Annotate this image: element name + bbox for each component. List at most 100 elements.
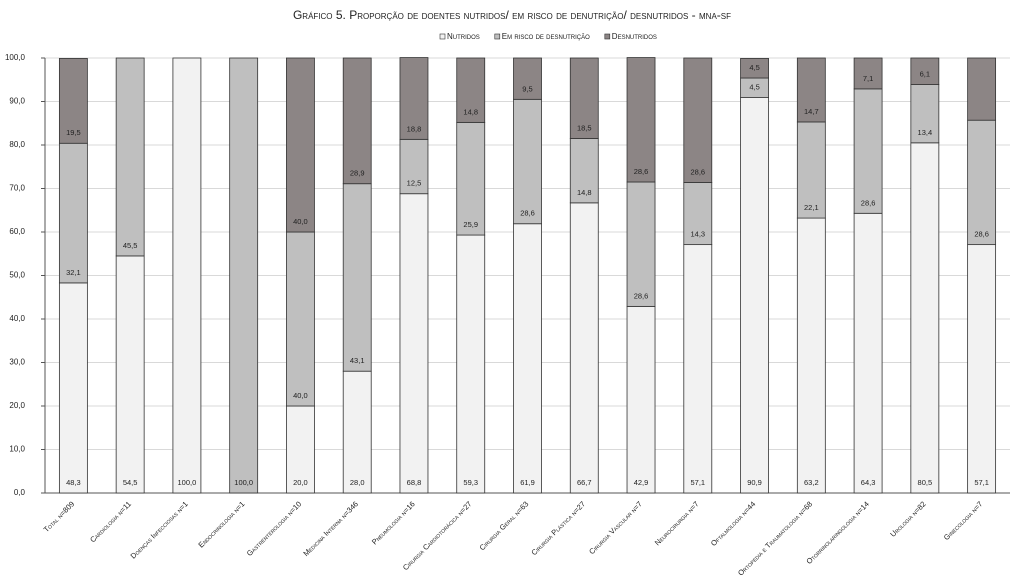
y-tick-label: 30,0 [9, 358, 25, 367]
bar-segment [853, 212, 883, 494]
y-tick-label: 20,0 [9, 401, 25, 410]
bar-segment [399, 57, 429, 140]
bar-segment [513, 57, 542, 100]
x-tick-label: Pneumologia n=16 [370, 499, 417, 546]
bar-segment [626, 57, 656, 183]
data-label: 18,8 [407, 124, 422, 133]
data-label: 54,5 [123, 478, 138, 487]
bar-segment [626, 181, 656, 307]
data-label: 61,9 [520, 478, 535, 487]
bar-segment [569, 57, 599, 139]
data-label: 90,9 [747, 478, 762, 487]
x-tick-label: Cirurgia Geral n=63 [478, 499, 531, 552]
bar-segment [456, 57, 486, 123]
bar-segment [342, 57, 372, 185]
bar-segment [58, 142, 88, 284]
bar-segment [172, 57, 202, 494]
y-tick-label: 100,0 [5, 53, 26, 62]
y-tick-label: 40,0 [9, 314, 25, 323]
bar-segment [286, 57, 315, 233]
bar-segment [569, 202, 599, 494]
data-label: 28,6 [861, 198, 876, 207]
data-label: 66,7 [577, 478, 592, 487]
bar-segment [513, 98, 542, 225]
legend-label: Em risco de desnutrição [502, 32, 590, 41]
y-tick-label: 90,0 [9, 97, 25, 106]
data-label: 59,3 [463, 478, 478, 487]
data-label: 25,9 [463, 220, 478, 229]
data-label: 28,9 [350, 169, 365, 178]
y-tick-label: 0,0 [14, 488, 26, 497]
data-label: 80,5 [918, 478, 933, 487]
bar-segment [569, 138, 599, 204]
data-label: 18,5 [577, 123, 592, 132]
data-label: 13,4 [918, 128, 933, 137]
bar-segment [229, 57, 259, 494]
x-tick-label: Otorrinolaringologia n=14 [804, 499, 870, 565]
bar-segment [286, 231, 315, 407]
data-label: 28,6 [974, 230, 989, 239]
data-label: 28,6 [690, 167, 705, 176]
bar-segment [58, 58, 88, 144]
bar-segment [967, 57, 997, 121]
data-label: 32,1 [66, 268, 81, 277]
bar-segment [853, 88, 883, 214]
bar-segment [58, 282, 88, 494]
data-label: 14,3 [690, 230, 705, 239]
data-label: 28,0 [350, 478, 365, 487]
x-tick-label: Endocrinologia n=1 [196, 499, 246, 549]
bar-segment [683, 244, 713, 494]
bar-segment [342, 183, 372, 372]
chart-title: Gráfico 5. Proporção de doentes nutridos… [293, 8, 731, 22]
data-label: 14,7 [804, 107, 819, 116]
x-tick-label: Total n=809 [42, 499, 77, 534]
data-label: 57,1 [974, 478, 989, 487]
bar-segment [853, 57, 883, 90]
x-tick-label: Cirurgia Plástica n=27 [529, 499, 587, 557]
bar-segment [796, 57, 826, 123]
bar-segment [513, 223, 542, 494]
data-label: 42,9 [634, 478, 649, 487]
y-tick-label: 60,0 [9, 227, 25, 236]
data-label: 14,8 [577, 188, 592, 197]
data-label: 28,6 [634, 167, 649, 176]
data-label: 19,5 [66, 128, 81, 137]
data-label: 48,3 [66, 478, 81, 487]
bar-segment [286, 405, 315, 494]
bar-segment [740, 58, 769, 79]
data-label: 64,3 [861, 478, 876, 487]
x-tick-label: Urologia n=82 [888, 499, 927, 538]
x-tick-label: Oftalmologia n=44 [709, 499, 757, 547]
y-tick-label: 80,0 [9, 140, 25, 149]
data-label: 22,1 [804, 203, 819, 212]
bar-segment [910, 57, 940, 85]
data-label: 45,5 [123, 241, 138, 250]
data-label: 40,0 [293, 217, 308, 226]
bar-segment [115, 255, 145, 494]
x-tick-label: Doenças Infecciosas n=1 [129, 499, 190, 560]
bar-segment [626, 305, 656, 494]
data-label: 68,8 [407, 478, 422, 487]
x-tick-label: Cirurgia Vascular n=7 [587, 499, 644, 556]
x-tick-label: Ginecologia n=7 [942, 499, 985, 542]
data-label: 9,5 [522, 84, 532, 93]
bar-segment [456, 234, 486, 494]
data-label: 12,5 [407, 179, 422, 188]
legend-label: Desnutridos [612, 32, 657, 41]
data-label: 4,5 [749, 83, 759, 92]
data-label: 100,0 [178, 478, 197, 487]
bar-segment [683, 182, 713, 246]
bar-segment [967, 244, 997, 494]
data-label: 63,2 [804, 478, 819, 487]
bar-segment [456, 121, 486, 236]
bar-segment [683, 57, 713, 183]
legend-swatch [494, 33, 501, 40]
legend-swatch [604, 33, 611, 40]
legend-label: Nutridos [447, 32, 480, 41]
data-label: 6,1 [920, 70, 930, 79]
data-label: 14,8 [463, 107, 478, 116]
data-label: 40,0 [293, 391, 308, 400]
legend-swatch [439, 33, 446, 40]
bar-segment [796, 121, 826, 219]
